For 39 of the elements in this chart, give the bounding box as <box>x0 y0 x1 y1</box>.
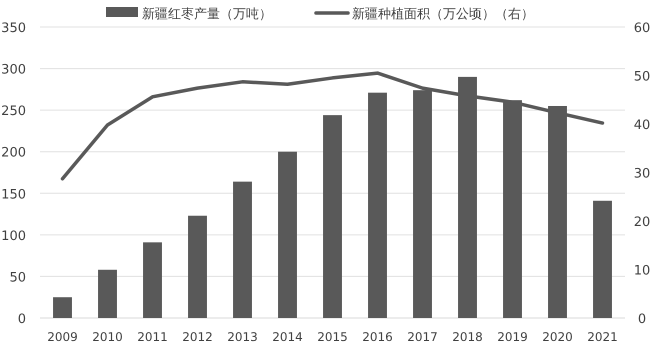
bar <box>593 200 612 318</box>
y2-tick-label: 50 <box>634 70 650 84</box>
y-tick-label: 350 <box>1 21 26 36</box>
x-tick-label: 2016 <box>362 330 393 344</box>
legend-label: 新疆红枣产量（万吨） <box>142 7 272 22</box>
x-tick-label: 2018 <box>452 330 483 344</box>
x-tick-label: 2014 <box>272 330 303 344</box>
x-tick-label: 2009 <box>47 330 78 344</box>
bar <box>323 115 342 318</box>
y-tick-label: 250 <box>1 104 26 120</box>
x-tick-label: 2021 <box>587 330 618 344</box>
y-tick-label: 150 <box>1 187 26 202</box>
y2-tick-label: 30 <box>634 166 650 182</box>
x-tick-label: 2012 <box>182 330 213 344</box>
y-tick-label: 0 <box>18 312 26 327</box>
bar <box>188 216 207 318</box>
x-tick-label: 2015 <box>317 330 348 344</box>
bar <box>143 242 162 318</box>
bar <box>98 270 117 318</box>
bar <box>278 152 297 318</box>
y-tick-label: 50 <box>9 270 26 286</box>
y-tick-label: 100 <box>1 228 26 244</box>
bar <box>53 297 72 318</box>
x-tick-label: 2019 <box>497 330 528 344</box>
x-tick-label: 2010 <box>92 330 123 344</box>
y2-tick-label: 20 <box>634 215 650 230</box>
y-tick-label: 300 <box>1 62 26 78</box>
bar <box>233 182 252 318</box>
legend-label: 新疆种植面积（万公顷）（右） <box>352 7 534 22</box>
x-tick-label: 2013 <box>227 330 258 344</box>
x-tick-label: 2017 <box>407 330 438 344</box>
y2-tick-label: 0 <box>638 312 646 327</box>
x-tick-label: 2011 <box>137 330 168 344</box>
y2-tick-label: 60 <box>634 21 650 36</box>
bar <box>368 92 387 318</box>
y2-tick-label: 40 <box>634 118 650 133</box>
y-tick-label: 200 <box>1 146 26 161</box>
x-tick-label: 2020 <box>542 330 573 344</box>
y2-tick-label: 10 <box>634 264 650 278</box>
